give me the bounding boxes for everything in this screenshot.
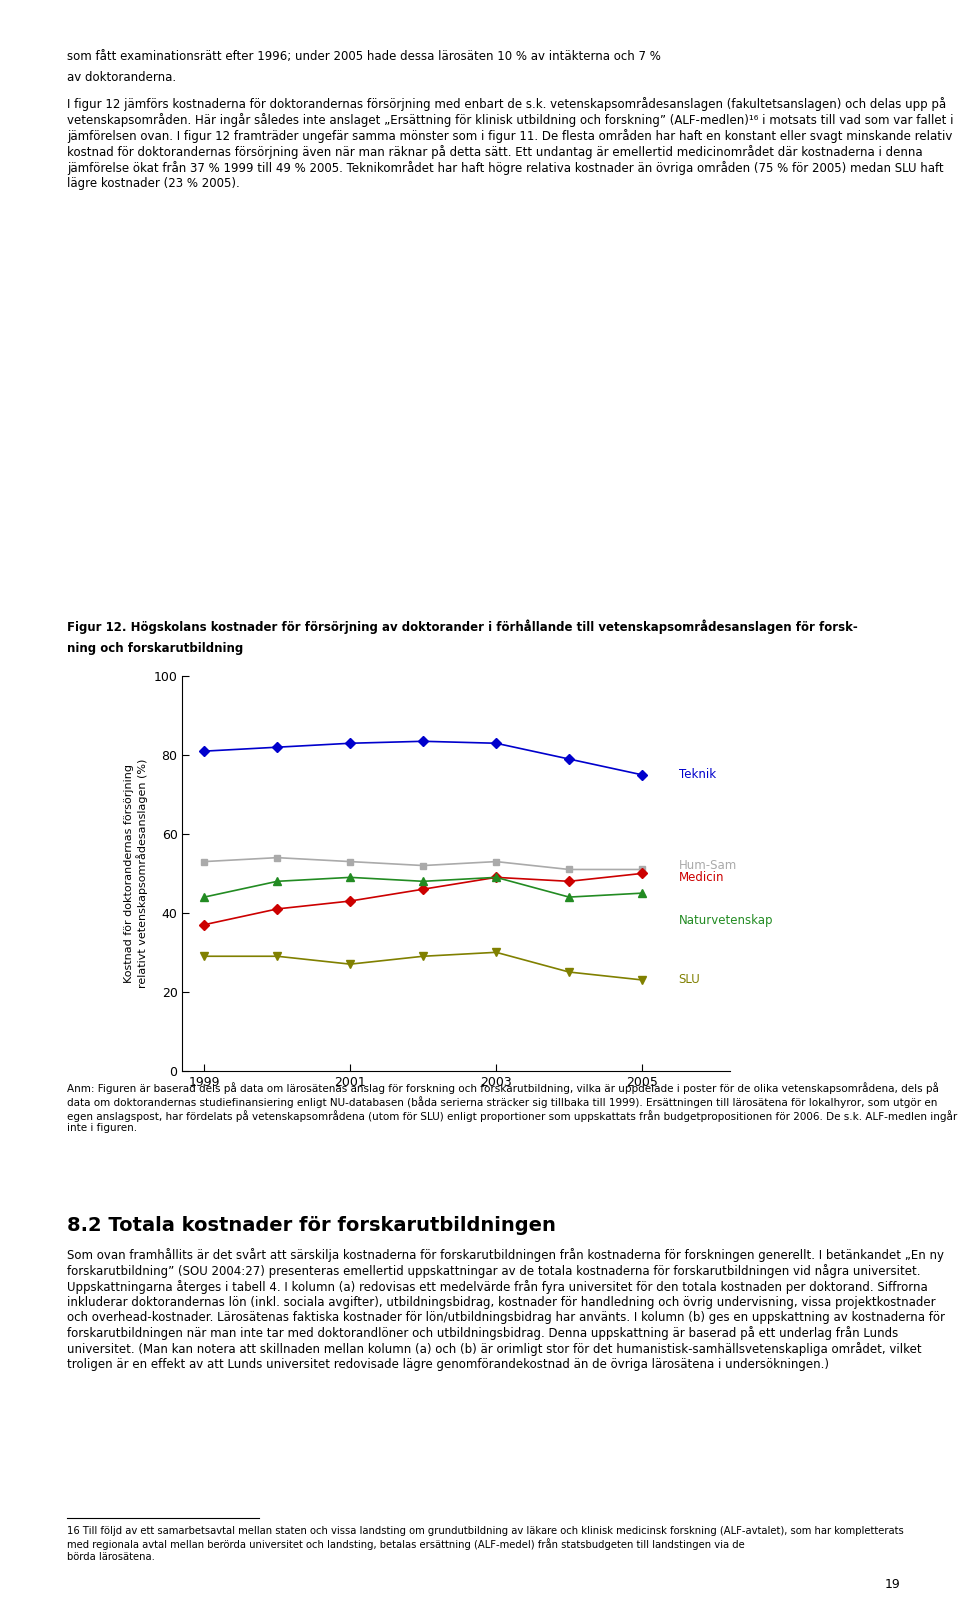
Text: Anm: Figuren är baserad dels på data om lärosätenas anslag för forskning och for: Anm: Figuren är baserad dels på data om … xyxy=(67,1082,957,1133)
Text: Teknik: Teknik xyxy=(679,768,715,781)
Text: Medicin: Medicin xyxy=(679,871,724,884)
Text: I figur 12 jämförs kostnaderna för doktorandernas försörjning med enbart de s.k.: I figur 12 jämförs kostnaderna för dokto… xyxy=(67,97,953,190)
Text: Som ovan framhållits är det svårt att särskilja kostnaderna för forskarutbildnin: Som ovan framhållits är det svårt att sä… xyxy=(67,1248,946,1372)
Text: 16 Till följd av ett samarbetsavtal mellan staten och vissa landsting om grundut: 16 Till följd av ett samarbetsavtal mell… xyxy=(67,1526,904,1562)
Text: Naturvetenskap: Naturvetenskap xyxy=(679,914,773,927)
Text: ning och forskarutbildning: ning och forskarutbildning xyxy=(67,642,244,655)
Y-axis label: Kostnad för doktorandernas försörjning
relativt vetenskapsområdesanslagen (%): Kostnad för doktorandernas försörjning r… xyxy=(124,758,148,989)
Text: 19: 19 xyxy=(885,1578,900,1591)
Text: som fått examinationsrätt efter 1996; under 2005 hade dessa lärosäten 10 % av in: som fått examinationsrätt efter 1996; un… xyxy=(67,50,661,63)
Text: 8.2 Totala kostnader för forskarutbildningen: 8.2 Totala kostnader för forskarutbildni… xyxy=(67,1216,556,1235)
Text: av doktoranderna.: av doktoranderna. xyxy=(67,71,177,84)
Text: Hum-Sam: Hum-Sam xyxy=(679,860,736,873)
Text: SLU: SLU xyxy=(679,974,700,987)
Text: Figur 12. Högskolans kostnader för försörjning av doktorander i förhållande till: Figur 12. Högskolans kostnader för försö… xyxy=(67,620,858,634)
